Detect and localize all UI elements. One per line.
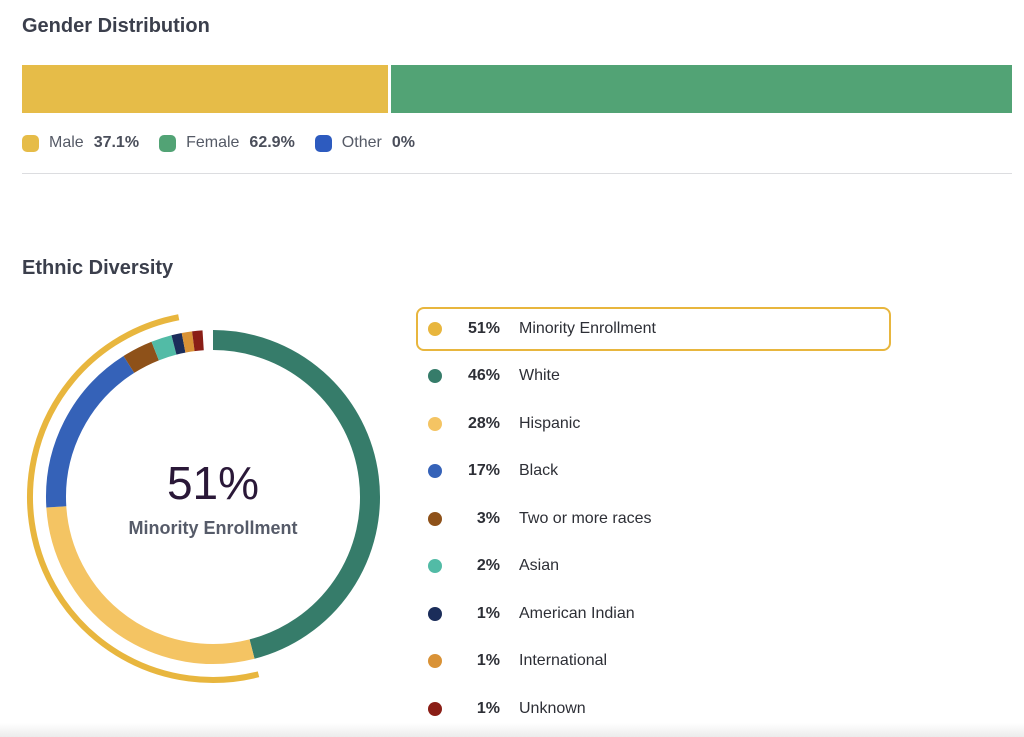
ethnic-legend: 51% Minority Enrollment 46% White 28% Hispani… — [416, 307, 891, 735]
legend-row[interactable]: 1% Unknown — [416, 687, 891, 731]
legend-dot-icon — [428, 369, 442, 384]
legend-row[interactable]: 28% Hispanic — [416, 402, 891, 446]
gender-label: Female — [186, 134, 240, 151]
gender-label: Other — [341, 134, 382, 151]
legend-label: Asian — [519, 557, 560, 575]
legend-label: Black — [519, 462, 559, 480]
legend-percent: 1% — [476, 604, 500, 622]
donut-slice-hispanic — [46, 506, 255, 664]
legend-percent: 1% — [476, 699, 500, 717]
legend-dot-icon — [428, 511, 442, 526]
legend-dot-icon — [428, 606, 442, 621]
gender-value: 62.9% — [249, 134, 295, 151]
legend-percent: 2% — [476, 557, 500, 575]
gender-title: Gender Distribution — [22, 15, 210, 37]
legend-label: Minority Enrollment — [519, 319, 656, 337]
gender-value: 37.1% — [93, 134, 140, 151]
legend-dot-icon — [428, 654, 442, 669]
minority-highlight-arc — [27, 314, 260, 683]
legend-row[interactable]: 17% Black — [416, 450, 891, 494]
legend-row[interactable]: 1% American Indian — [416, 592, 891, 636]
bottom-fade — [0, 723, 1024, 737]
gender-bar-segment-male — [22, 65, 389, 113]
gender-label: Male — [49, 134, 84, 151]
legend-percent: 28% — [467, 414, 500, 432]
legend-dot-icon — [428, 559, 442, 574]
donut-slice-black — [46, 356, 135, 508]
swatch-icon — [159, 134, 177, 152]
divider — [22, 173, 1012, 174]
gender-legend: Male 37.1% Female 62.9% Other 0% — [22, 134, 435, 152]
donut-slice-two-or-more-races — [123, 341, 160, 373]
legend-label: International — [519, 652, 608, 670]
donut-slice-white — [212, 330, 380, 659]
donut-slice-asian — [151, 335, 177, 361]
swatch-icon — [22, 134, 39, 152]
legend-label: Unknown — [519, 699, 586, 717]
legend-percent: 3% — [476, 509, 500, 527]
gender-value: 0% — [391, 134, 415, 151]
donut-slice-international — [181, 331, 195, 353]
swatch-icon — [314, 134, 332, 152]
legend-label: American Indian — [519, 604, 635, 622]
legend-row[interactable]: 2% Asian — [416, 545, 891, 589]
gender-legend-item: Other 0% — [314, 134, 415, 152]
ethnic-donut-chart — [27, 314, 380, 683]
gender-bar — [22, 65, 1012, 113]
legend-row[interactable]: 51% Minority Enrollment — [416, 307, 891, 351]
gender-legend-item: Female 62.9% — [159, 134, 295, 152]
legend-row[interactable]: 46% White — [416, 355, 891, 399]
legend-row[interactable]: 1% International — [416, 640, 891, 684]
center-label: Minority Enrollment — [128, 518, 298, 538]
legend-percent: 1% — [476, 652, 500, 670]
donut-slice-unknown — [192, 330, 204, 352]
legend-dot-icon — [428, 416, 442, 431]
legend-percent: 46% — [467, 367, 500, 385]
legend-dot-icon — [428, 701, 442, 716]
legend-percent: 17% — [467, 462, 500, 480]
legend-label: White — [519, 367, 560, 385]
donut-slice-american-indian — [171, 332, 186, 355]
ethnic-title: Ethnic Diversity — [22, 257, 174, 279]
legend-label: Two or more races — [519, 509, 652, 527]
legend-dot-icon — [428, 321, 442, 336]
legend-percent: 51% — [467, 319, 500, 337]
gender-legend-item: Male 37.1% — [22, 134, 139, 152]
center-value: 51% — [166, 457, 260, 509]
gender-bar-segment-female — [388, 65, 1012, 113]
legend-dot-icon — [428, 464, 442, 479]
legend-label: Hispanic — [519, 414, 581, 432]
legend-row[interactable]: 3% Two or more races — [416, 497, 891, 541]
